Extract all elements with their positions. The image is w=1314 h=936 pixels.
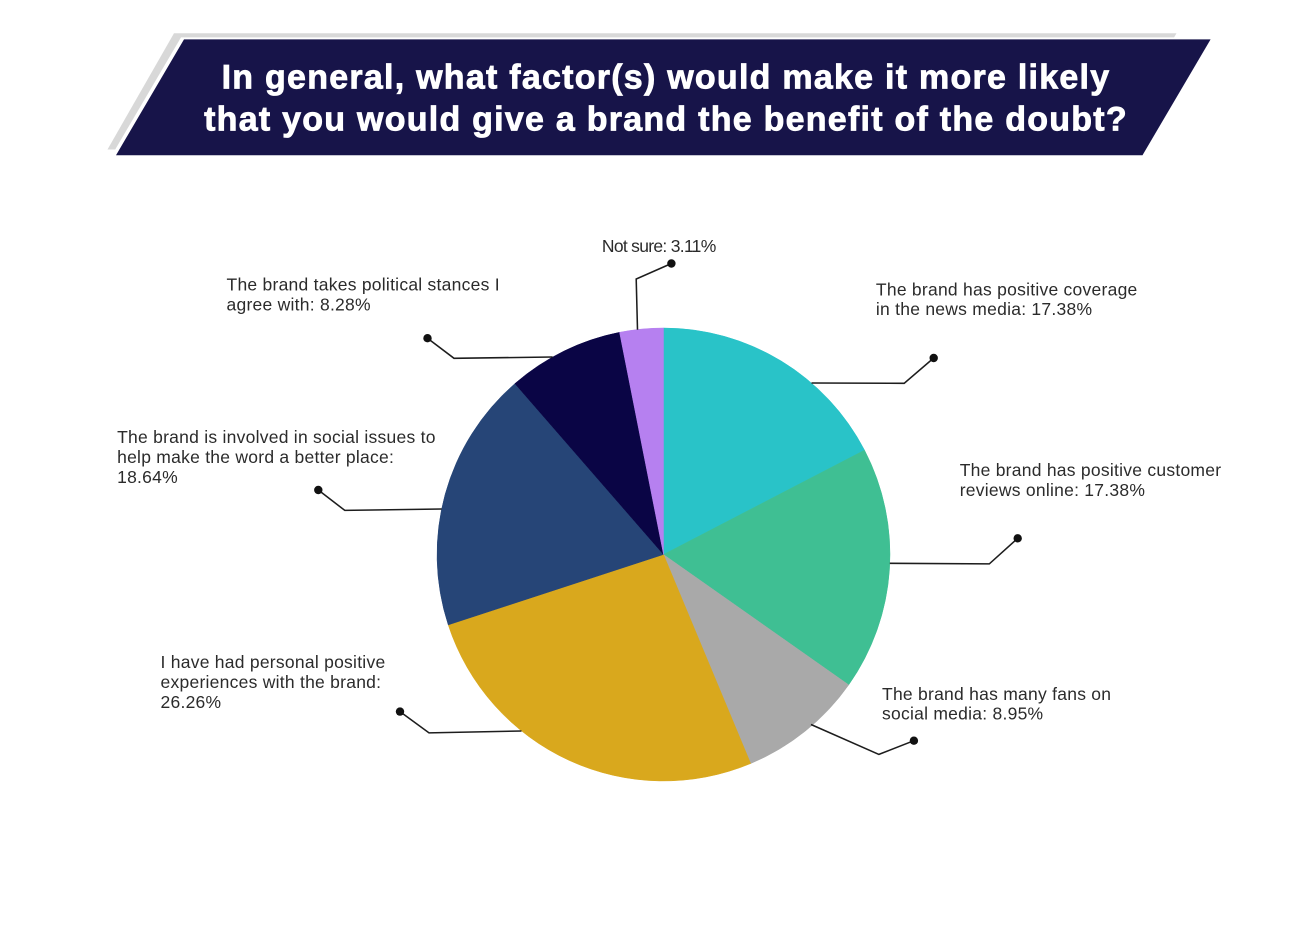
svg-text:The brand has positive coverag: The brand has positive coverage in the ne…	[876, 279, 1138, 319]
svg-text:Not sure: 3.11%: Not sure: 3.11%	[602, 236, 716, 256]
svg-text:The brand has positive custome: The brand has positive customer reviews o…	[960, 460, 1222, 500]
svg-text:The brand takes political stan: The brand takes political stances Iagree…	[227, 275, 500, 315]
svg-text:In general, what factor(s) wou: In general, what factor(s) would make it…	[222, 59, 1111, 97]
svg-text:that you would give a brand th: that you would give a brand the benefit …	[204, 101, 1128, 139]
svg-text:The brand is involved in socia: The brand is involved in social issues t…	[117, 427, 436, 487]
